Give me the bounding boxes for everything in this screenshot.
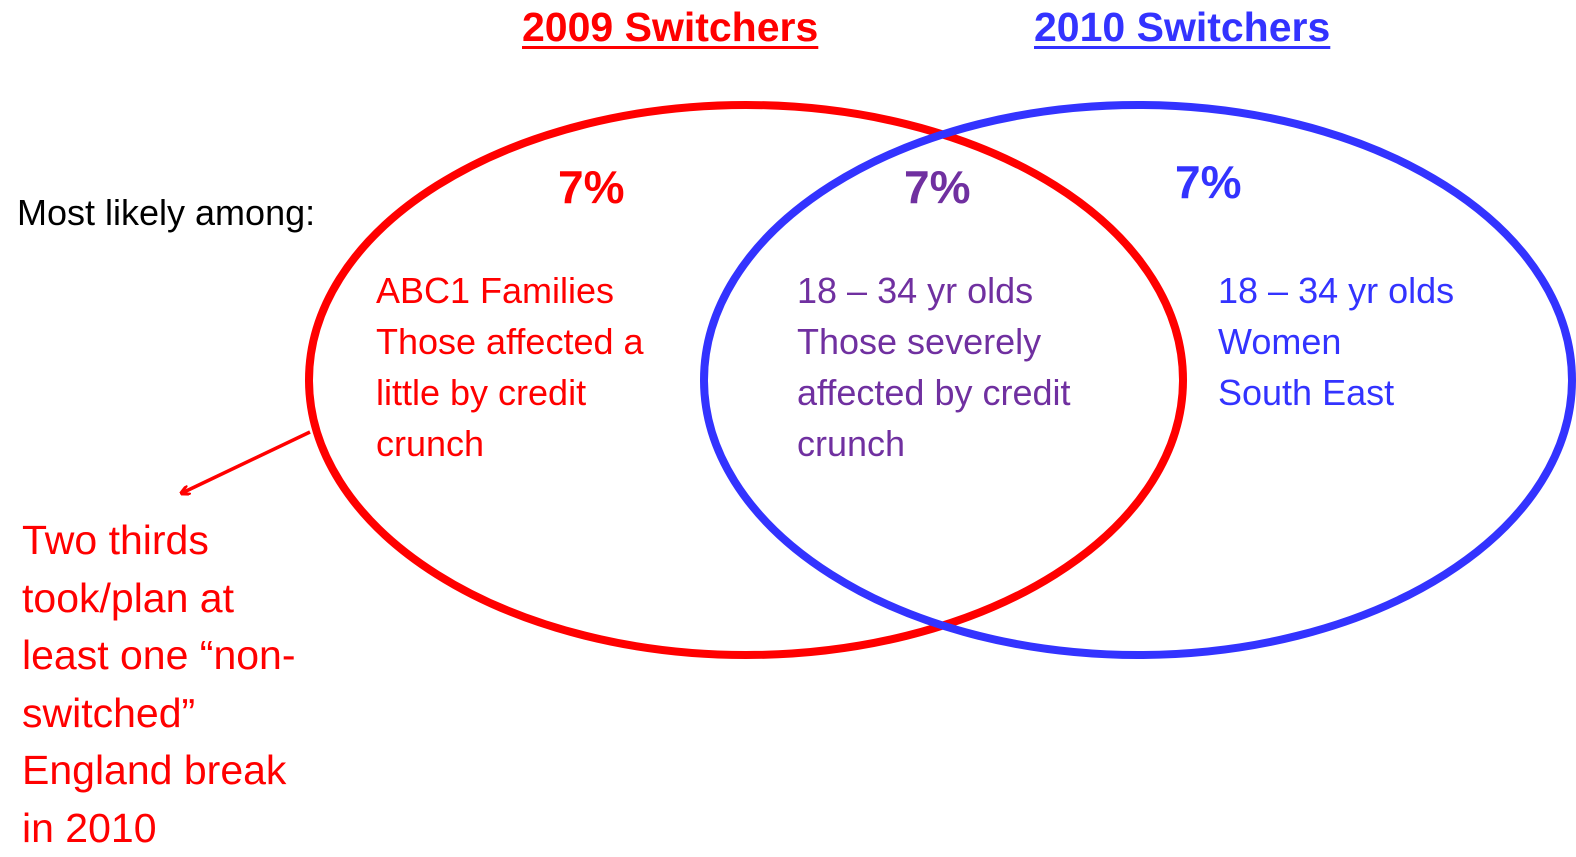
- callout-arrow: [182, 432, 310, 493]
- callout-line: took/plan at: [22, 570, 296, 628]
- list-item: Those severely: [797, 316, 1071, 367]
- list-item: crunch: [797, 418, 1071, 469]
- set-2009-only-list: ABC1 Families Those affected a little by…: [376, 265, 644, 469]
- list-item: Those affected a: [376, 316, 644, 367]
- set-2009-only-percentage: 7%: [558, 160, 624, 214]
- callout-line: England break: [22, 742, 296, 800]
- callout-line: least one “non-: [22, 627, 296, 685]
- list-item: affected by credit: [797, 367, 1071, 418]
- callout-line: in 2010: [22, 800, 296, 857]
- list-item: Women: [1218, 316, 1454, 367]
- callout-line: Two thirds: [22, 512, 296, 570]
- list-item: little by credit: [376, 367, 644, 418]
- list-item: crunch: [376, 418, 644, 469]
- set-2010-only-percentage: 7%: [1175, 155, 1241, 209]
- set-2010-only-list: 18 – 34 yr olds Women South East: [1218, 265, 1454, 418]
- list-item: South East: [1218, 367, 1454, 418]
- row-label: Most likely among:: [17, 192, 315, 234]
- overlap-percentage: 7%: [904, 160, 970, 214]
- list-item: ABC1 Families: [376, 265, 644, 316]
- overlap-list: 18 – 34 yr olds Those severely affected …: [797, 265, 1071, 469]
- list-item: 18 – 34 yr olds: [1218, 265, 1454, 316]
- callout-line: switched”: [22, 685, 296, 743]
- list-item: 18 – 34 yr olds: [797, 265, 1071, 316]
- callout-note: Two thirds took/plan at least one “non- …: [22, 512, 296, 857]
